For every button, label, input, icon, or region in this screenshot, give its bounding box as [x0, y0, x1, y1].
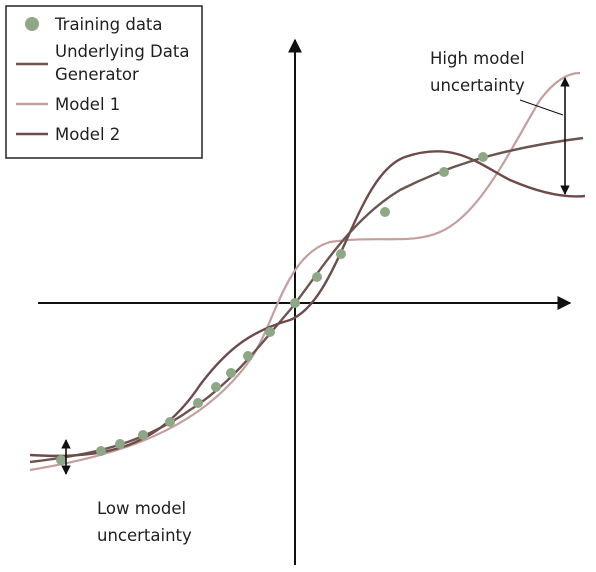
- legend-underlying-label-line2: Generator: [55, 65, 139, 84]
- legend: Training data Underlying Data Generator …: [5, 5, 203, 159]
- legend-training-marker: [25, 17, 39, 31]
- legend-box: [5, 5, 203, 159]
- low-uncertainty-label-line1: Low model: [97, 499, 186, 518]
- training-point: [138, 430, 148, 440]
- model1-curve: [29, 71, 581, 472]
- training-point: [265, 327, 275, 337]
- training-point: [96, 446, 106, 456]
- legend-model2-label: Model 2: [55, 125, 120, 144]
- training-point: [478, 152, 488, 162]
- underlying-data-generator-curve: [29, 136, 584, 464]
- training-point: [226, 368, 236, 378]
- high-uncertainty-label-line1: High model: [430, 49, 525, 68]
- low-uncertainty-label-line2: uncertainty: [97, 526, 192, 545]
- training-point: [56, 455, 66, 465]
- training-point: [312, 272, 322, 282]
- training-point: [165, 417, 175, 427]
- training-points: [56, 152, 488, 465]
- training-point: [439, 167, 449, 177]
- training-point: [193, 398, 203, 408]
- legend-model1-label: Model 1: [55, 95, 120, 114]
- training-point: [115, 439, 125, 449]
- training-point: [243, 351, 253, 361]
- high-uncertainty-leader: [519, 99, 564, 116]
- legend-underlying-label-line1: Underlying Data: [55, 42, 189, 61]
- training-point: [211, 382, 221, 392]
- training-point: [290, 298, 300, 308]
- training-point: [380, 207, 390, 217]
- legend-training-label: Training data: [54, 15, 163, 34]
- high-uncertainty-label-line2: uncertainty: [430, 76, 525, 95]
- training-point: [336, 249, 346, 259]
